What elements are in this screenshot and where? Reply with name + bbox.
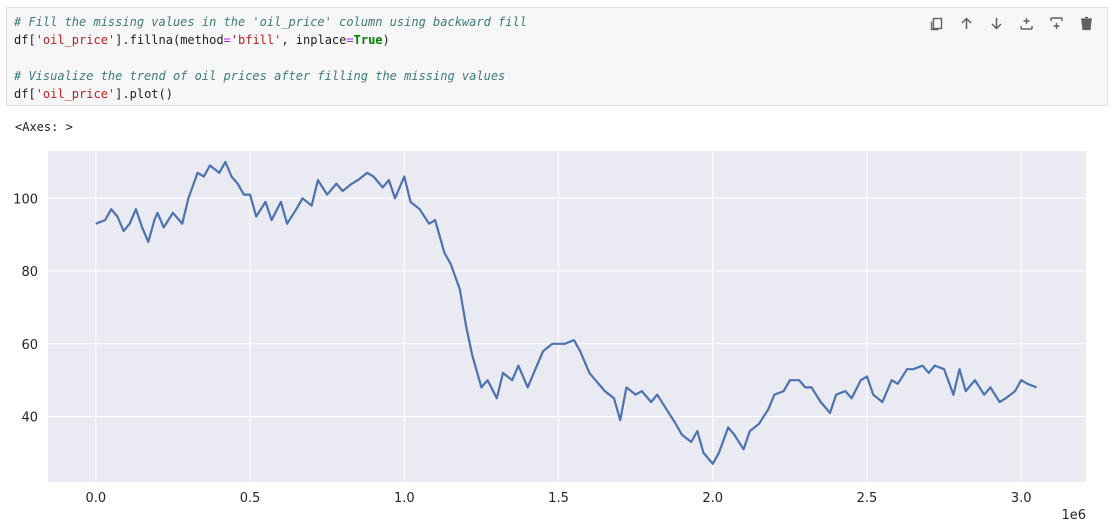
y-tick-label: 100 [13,192,38,207]
code-token: = [223,33,231,47]
arrow-down-icon [990,17,1002,30]
code-editor[interactable]: # Fill the missing values in the 'oil_pr… [14,13,527,103]
insert-cell-above-button[interactable] [1013,12,1039,34]
insert-below-icon [1049,16,1063,29]
y-tick-label: 60 [21,338,38,353]
duplicate-cell-button[interactable] [923,12,949,34]
output-text: <Axes: > [15,120,73,134]
line-chart: 0.0 0.5 1.0 1.5 2.0 2.5 3.0 40 60 80 100 1e6 [13,151,1086,523]
code-token: df[ [14,33,36,47]
plot-area [48,151,1086,482]
x-tick-label: 2.0 [702,491,723,506]
cell-toolbar [923,12,1099,34]
x-tick-label: 3.0 [1011,491,1032,506]
code-line: df['oil_price'].fillna(method='bfill', i… [14,33,390,47]
x-tick-label: 1.5 [548,491,569,506]
code-line: df['oil_price'].plot() [14,87,173,101]
x-tick-label: 1.0 [394,491,415,506]
trash-icon [1080,16,1092,30]
code-token: df[ [14,87,36,101]
x-axis-offset-label: 1e6 [1061,508,1086,523]
code-token: ) [382,33,390,47]
code-cell[interactable]: # Fill the missing values in the 'oil_pr… [6,7,1108,106]
code-token: True [353,33,383,47]
code-token: , inplace [281,33,347,47]
move-cell-down-button[interactable] [983,12,1009,34]
y-tick-label: 40 [21,411,38,426]
x-tick-label: 2.5 [857,491,878,506]
code-token: = [346,33,354,47]
duplicate-icon [930,17,942,30]
code-line: # Fill the missing values in the 'oil_pr… [14,15,527,29]
arrow-up-icon [960,16,972,29]
code-token: ].fillna(method [115,33,224,47]
code-token: # Fill the missing values in the 'oil_pr… [14,15,527,29]
code-token: ].plot() [115,87,173,101]
code-token: # Visualize the trend of oil prices afte… [14,69,506,83]
code-token: 'oil_price' [35,33,116,47]
insert-above-icon [1019,17,1033,30]
move-cell-up-button[interactable] [953,12,979,34]
code-token: 'oil_price' [35,87,116,101]
oil-price-series-line [95,160,1038,465]
delete-cell-button[interactable] [1073,12,1099,34]
y-tick-label: 80 [21,265,38,280]
insert-cell-below-button[interactable] [1043,12,1069,34]
code-token: 'bfill' [230,33,282,47]
x-tick-label: 0.5 [240,491,261,506]
code-line: # Visualize the trend of oil prices afte… [14,69,505,83]
x-tick-label: 0.0 [85,491,106,506]
